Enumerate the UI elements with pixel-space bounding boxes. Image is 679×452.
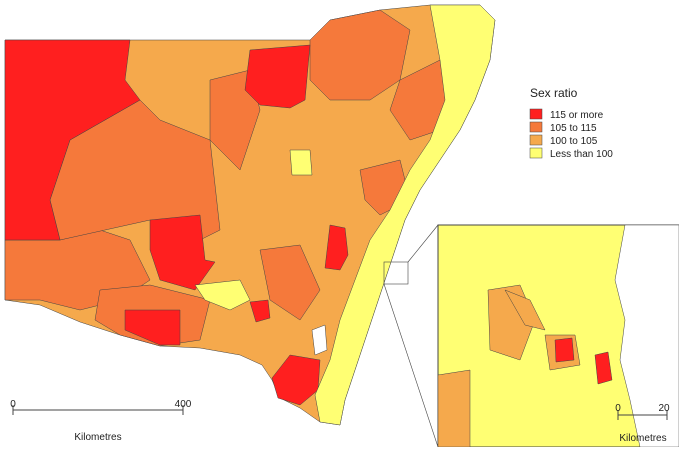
- legend-label: 105 to 115: [550, 123, 597, 134]
- region: [194, 279, 251, 311]
- region: [554, 337, 575, 363]
- scale-label: 20: [658, 403, 670, 414]
- scale-label: 0: [615, 403, 621, 414]
- inset-regions: [437, 224, 679, 448]
- legend-swatch: [529, 121, 543, 133]
- region: [259, 244, 321, 321]
- legend-title: Sex ratio: [530, 86, 578, 100]
- legend-swatch: [529, 134, 543, 146]
- region: [149, 214, 216, 291]
- region: [124, 309, 181, 346]
- legend-label: Less than 100: [550, 149, 613, 160]
- scale-unit: Kilometres: [74, 432, 121, 443]
- map-regions: [4, 4, 496, 426]
- scale-bar: 0 20 Kilometres: [615, 403, 670, 444]
- region: [437, 369, 471, 448]
- inset-connector: [383, 283, 439, 448]
- scale-unit: Kilometres: [619, 433, 666, 444]
- legend-swatch: [529, 108, 543, 120]
- inset-marker: [383, 261, 409, 285]
- region: [271, 354, 321, 406]
- legend-label: 115 or more: [550, 110, 604, 121]
- legend-swatch: [529, 147, 543, 159]
- region: [289, 149, 313, 176]
- region: [324, 224, 349, 271]
- region: [4, 39, 141, 241]
- region: [504, 289, 546, 331]
- act: [311, 324, 328, 356]
- region: [594, 351, 613, 385]
- region: [249, 299, 271, 323]
- scale-label: 400: [175, 399, 192, 410]
- region: [244, 44, 311, 109]
- inset-connector: [407, 224, 439, 263]
- scale-bar: 0 400 Kilometres: [10, 399, 192, 443]
- region: [209, 69, 261, 171]
- sea: [614, 224, 679, 448]
- region: [314, 4, 496, 426]
- legend: 115 or more 105 to 115 100 to 105 Less than…: [529, 108, 613, 160]
- legend-label: 100 to 105: [550, 136, 598, 147]
- scale-label: 0: [10, 399, 16, 410]
